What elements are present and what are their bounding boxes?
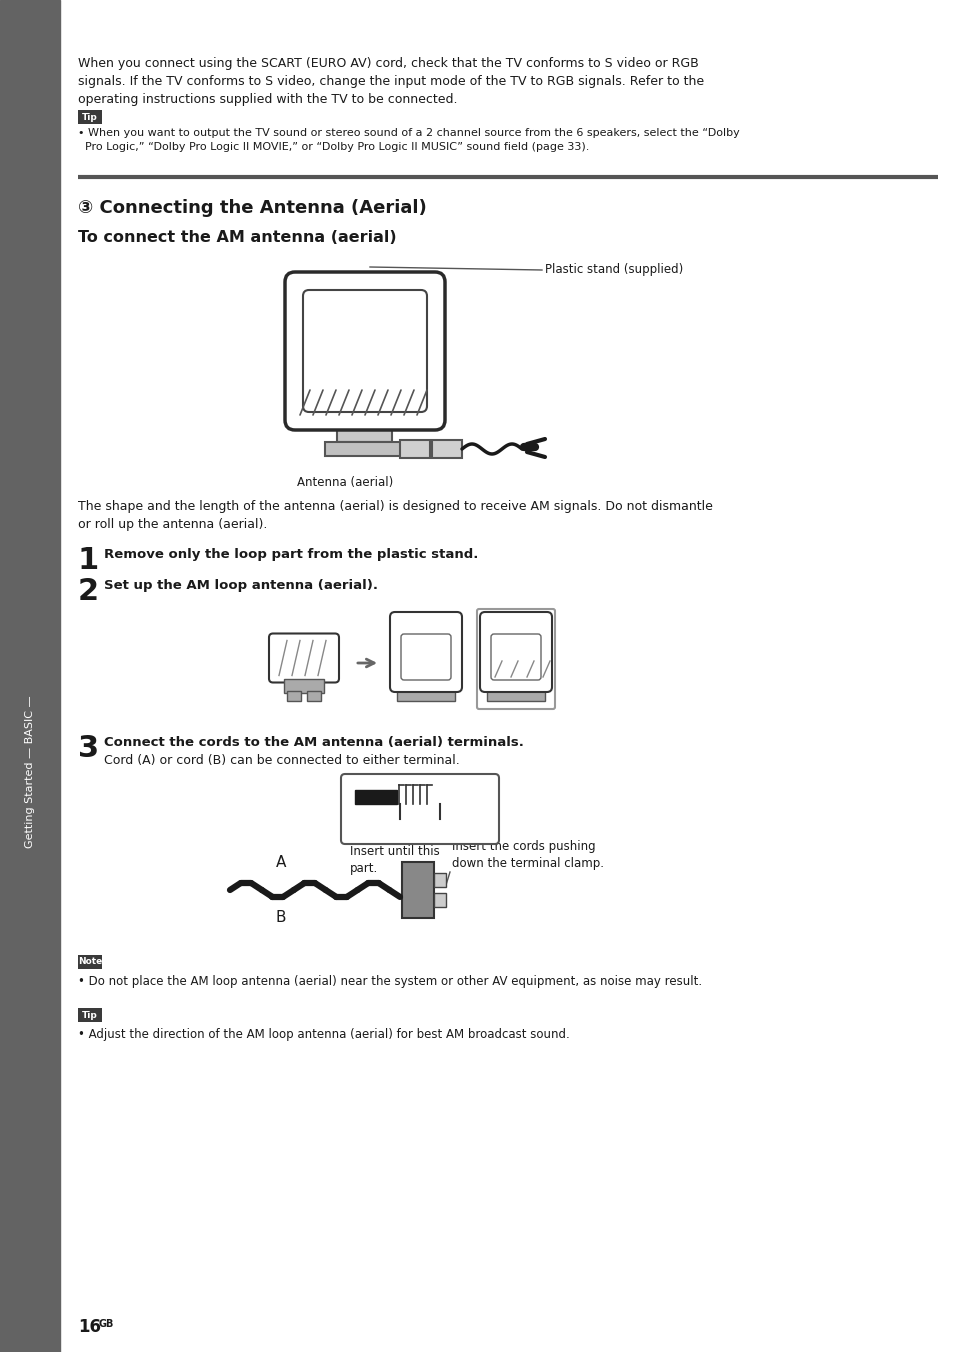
Text: Remove only the loop part from the plastic stand.: Remove only the loop part from the plast… (104, 548, 477, 561)
Text: The shape and the length of the antenna (aerial) is designed to receive AM signa: The shape and the length of the antenna … (78, 500, 712, 512)
FancyBboxPatch shape (78, 110, 102, 124)
Bar (434, 894, 446, 907)
Bar (399, 439, 430, 458)
Text: 1: 1 (78, 546, 99, 575)
Text: To connect the AM antenna (aerial): To connect the AM antenna (aerial) (78, 230, 396, 245)
FancyBboxPatch shape (78, 955, 102, 969)
Text: Note: Note (78, 957, 102, 967)
Bar (401, 863, 434, 918)
Bar (307, 691, 320, 700)
Text: or roll up the antenna (aerial).: or roll up the antenna (aerial). (78, 518, 267, 531)
Text: Plastic stand (supplied): Plastic stand (supplied) (544, 264, 682, 277)
FancyBboxPatch shape (491, 634, 540, 680)
Text: Getting Started — BASIC —: Getting Started — BASIC — (25, 696, 35, 848)
Text: Tip: Tip (82, 112, 98, 122)
FancyBboxPatch shape (400, 634, 451, 680)
Text: A: A (275, 854, 286, 869)
Bar (0, 0, 60, 1352)
Bar (325, 442, 405, 456)
Text: Antenna (aerial): Antenna (aerial) (296, 476, 393, 489)
Bar (434, 873, 446, 887)
Bar (486, 685, 544, 700)
Text: When you connect using the SCART (EURO AV) cord, check that the TV conforms to S: When you connect using the SCART (EURO A… (78, 57, 698, 70)
FancyBboxPatch shape (285, 272, 444, 430)
Bar (284, 679, 324, 692)
Text: signals. If the TV conforms to S video, change the input mode of the TV to RGB s: signals. If the TV conforms to S video, … (78, 74, 703, 88)
Bar (287, 691, 301, 700)
Text: operating instructions supplied with the TV to be connected.: operating instructions supplied with the… (78, 93, 457, 105)
FancyBboxPatch shape (479, 612, 552, 692)
Bar (337, 420, 392, 442)
Text: Tip: Tip (82, 1010, 98, 1019)
Bar (432, 439, 461, 458)
Text: 3: 3 (78, 734, 99, 763)
FancyBboxPatch shape (269, 634, 338, 683)
Text: 16: 16 (78, 1318, 101, 1336)
Text: GB: GB (99, 1320, 114, 1329)
Text: • Do not place the AM loop antenna (aerial) near the system or other AV equipmen: • Do not place the AM loop antenna (aeri… (78, 975, 701, 988)
Text: • When you want to output the TV sound or stereo sound of a 2 channel source fro: • When you want to output the TV sound o… (78, 128, 739, 138)
Bar (355, 790, 396, 804)
FancyBboxPatch shape (78, 1009, 102, 1022)
Text: Set up the AM loop antenna (aerial).: Set up the AM loop antenna (aerial). (104, 579, 377, 592)
Text: 2: 2 (78, 577, 99, 606)
Text: B: B (275, 910, 286, 925)
Text: ③ Connecting the Antenna (Aerial): ③ Connecting the Antenna (Aerial) (78, 199, 426, 218)
Text: Connect the cords to the AM antenna (aerial) terminals.: Connect the cords to the AM antenna (aer… (104, 735, 523, 749)
FancyBboxPatch shape (303, 289, 427, 412)
Bar (396, 685, 455, 700)
Text: Cord (A) or cord (B) can be connected to either terminal.: Cord (A) or cord (B) can be connected to… (104, 754, 459, 767)
Text: Insert until this
part.: Insert until this part. (350, 845, 439, 875)
FancyBboxPatch shape (340, 773, 498, 844)
Text: • Adjust the direction of the AM loop antenna (aerial) for best AM broadcast sou: • Adjust the direction of the AM loop an… (78, 1028, 569, 1041)
Text: Insert the cords pushing
down the terminal clamp.: Insert the cords pushing down the termin… (452, 840, 603, 869)
FancyBboxPatch shape (390, 612, 461, 692)
Text: Pro Logic,” “Dolby Pro Logic II MOVIE,” or “Dolby Pro Logic II MUSIC” sound fiel: Pro Logic,” “Dolby Pro Logic II MOVIE,” … (78, 142, 589, 151)
